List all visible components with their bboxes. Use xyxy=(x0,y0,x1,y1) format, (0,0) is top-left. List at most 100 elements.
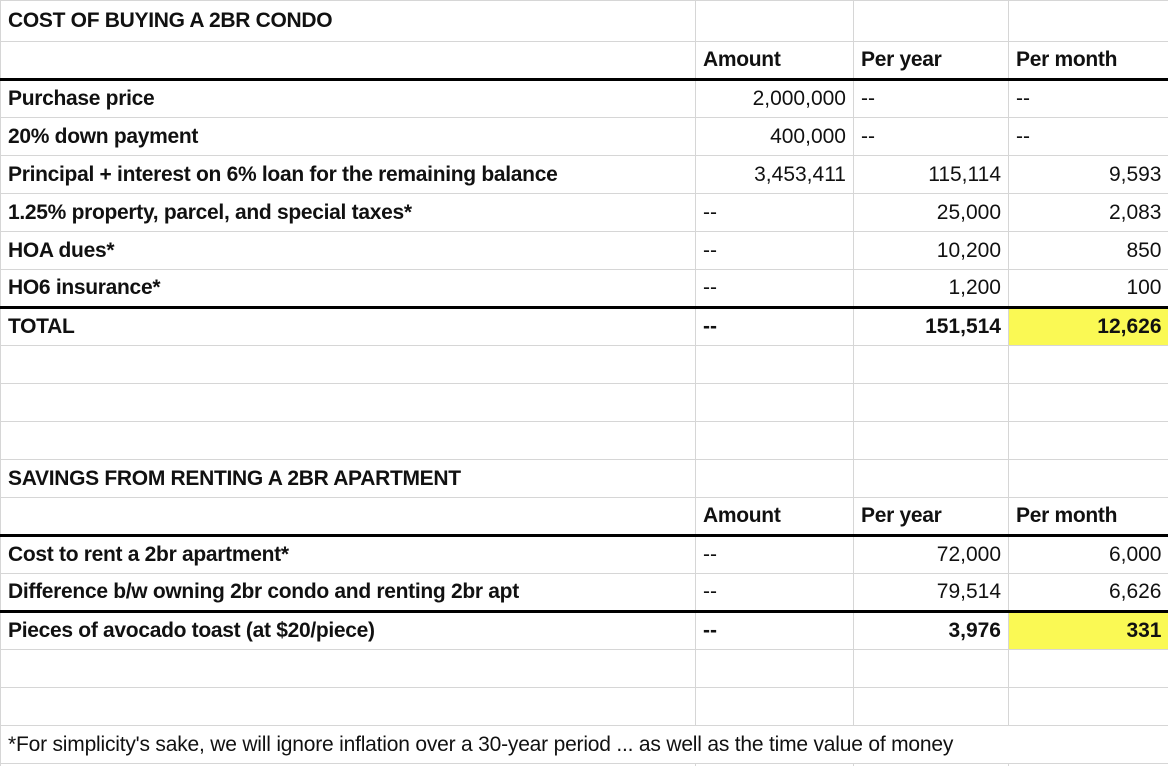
empty-cell[interactable] xyxy=(0,687,696,726)
empty-cell[interactable] xyxy=(0,345,696,384)
header-amount[interactable]: Amount xyxy=(695,497,854,537)
row-per-month[interactable]: 2,083 xyxy=(1008,193,1168,232)
empty-row xyxy=(0,383,1168,422)
header-per-month[interactable]: Per month xyxy=(1008,41,1168,81)
row-per-month[interactable]: 9,593 xyxy=(1008,155,1168,194)
empty-row xyxy=(0,421,1168,460)
table-row: HO6 insurance* -- 1,200 100 xyxy=(0,269,1168,309)
row-per-month[interactable]: -- xyxy=(1008,79,1168,118)
row-per-year[interactable]: 10,200 xyxy=(853,231,1009,270)
empty-cell[interactable] xyxy=(695,0,854,42)
row-label[interactable]: Principal + interest on 6% loan for the … xyxy=(0,155,696,194)
empty-cell[interactable] xyxy=(0,497,696,537)
empty-row xyxy=(0,649,1168,688)
empty-row xyxy=(0,687,1168,726)
empty-cell[interactable] xyxy=(695,649,854,688)
row-per-month[interactable]: 850 xyxy=(1008,231,1168,270)
empty-cell[interactable] xyxy=(695,687,854,726)
empty-cell[interactable] xyxy=(853,421,1009,460)
empty-cell[interactable] xyxy=(1008,421,1168,460)
row-label[interactable]: HOA dues* xyxy=(0,231,696,270)
row-amount[interactable]: 2,000,000 xyxy=(695,79,854,118)
section-buy-title-row: COST OF BUYING A 2BR CONDO xyxy=(0,0,1168,42)
empty-cell[interactable] xyxy=(1008,383,1168,422)
total-per-year[interactable]: 3,976 xyxy=(853,611,1009,650)
row-label[interactable]: HO6 insurance* xyxy=(0,269,696,309)
row-per-month[interactable]: 6,000 xyxy=(1008,535,1168,574)
row-label[interactable]: 20% down payment xyxy=(0,117,696,156)
table-row: HOA dues* -- 10,200 850 xyxy=(0,231,1168,270)
empty-row xyxy=(0,345,1168,384)
row-amount[interactable]: -- xyxy=(695,231,854,270)
row-per-year[interactable]: 72,000 xyxy=(853,535,1009,574)
total-per-month-highlighted[interactable]: 12,626 xyxy=(1008,307,1168,346)
row-amount[interactable]: -- xyxy=(695,573,854,613)
section-rent-title[interactable]: SAVINGS FROM RENTING A 2BR APARTMENT xyxy=(0,459,696,498)
empty-cell[interactable] xyxy=(0,41,696,81)
total-row: TOTAL -- 151,514 12,626 xyxy=(0,307,1168,346)
empty-cell[interactable] xyxy=(1008,345,1168,384)
row-per-month[interactable]: 100 xyxy=(1008,269,1168,309)
total-amount[interactable]: -- xyxy=(695,611,854,650)
header-per-year[interactable]: Per year xyxy=(853,497,1009,537)
empty-cell[interactable] xyxy=(1008,459,1168,498)
row-label[interactable]: Cost to rent a 2br apartment* xyxy=(0,535,696,574)
table-row: Purchase price 2,000,000 -- -- xyxy=(0,79,1168,118)
row-per-year[interactable]: -- xyxy=(853,117,1009,156)
table-row: Cost to rent a 2br apartment* -- 72,000 … xyxy=(0,535,1168,574)
empty-cell[interactable] xyxy=(1008,763,1168,766)
row-amount[interactable]: -- xyxy=(695,535,854,574)
row-amount[interactable]: -- xyxy=(695,193,854,232)
empty-cell[interactable] xyxy=(853,459,1009,498)
empty-cell[interactable] xyxy=(853,345,1009,384)
total-per-month-highlighted[interactable]: 331 xyxy=(1008,611,1168,650)
empty-cell[interactable] xyxy=(853,687,1009,726)
empty-cell[interactable] xyxy=(1008,687,1168,726)
row-label[interactable]: 1.25% property, parcel, and special taxe… xyxy=(0,193,696,232)
empty-cell[interactable] xyxy=(695,459,854,498)
empty-cell[interactable] xyxy=(695,421,854,460)
empty-cell[interactable] xyxy=(0,649,696,688)
total-label[interactable]: Pieces of avocado toast (at $20/piece) xyxy=(0,611,696,650)
row-per-year[interactable]: 115,114 xyxy=(853,155,1009,194)
total-row: Pieces of avocado toast (at $20/piece) -… xyxy=(0,611,1168,650)
empty-cell[interactable] xyxy=(0,383,696,422)
row-label[interactable]: Difference b/w owning 2br condo and rent… xyxy=(0,573,696,613)
empty-cell[interactable] xyxy=(853,649,1009,688)
table-row: 1.25% property, parcel, and special taxe… xyxy=(0,193,1168,232)
empty-cell[interactable] xyxy=(695,383,854,422)
row-per-month[interactable]: -- xyxy=(1008,117,1168,156)
section-buy-header-row: Amount Per year Per month xyxy=(0,41,1168,81)
header-per-month[interactable]: Per month xyxy=(1008,497,1168,537)
row-amount[interactable]: 400,000 xyxy=(695,117,854,156)
empty-cell[interactable] xyxy=(853,0,1009,42)
empty-cell[interactable] xyxy=(0,421,696,460)
total-per-year[interactable]: 151,514 xyxy=(853,307,1009,346)
empty-cell[interactable] xyxy=(853,383,1009,422)
header-amount[interactable]: Amount xyxy=(695,41,854,81)
table-row: Principal + interest on 6% loan for the … xyxy=(0,155,1168,194)
row-per-year[interactable]: -- xyxy=(853,79,1009,118)
table-row: 20% down payment 400,000 -- -- xyxy=(0,117,1168,156)
table-row: Difference b/w owning 2br condo and rent… xyxy=(0,573,1168,613)
empty-row xyxy=(0,763,1168,766)
header-per-year[interactable]: Per year xyxy=(853,41,1009,81)
empty-cell[interactable] xyxy=(1008,0,1168,42)
row-amount[interactable]: 3,453,411 xyxy=(695,155,854,194)
total-amount[interactable]: -- xyxy=(695,307,854,346)
section-buy-title[interactable]: COST OF BUYING A 2BR CONDO xyxy=(0,0,696,42)
row-per-month[interactable]: 6,626 xyxy=(1008,573,1168,613)
row-per-year[interactable]: 25,000 xyxy=(853,193,1009,232)
row-per-year[interactable]: 1,200 xyxy=(853,269,1009,309)
section-rent-header-row: Amount Per year Per month xyxy=(0,497,1168,537)
row-label[interactable]: Purchase price xyxy=(0,79,696,118)
row-per-year[interactable]: 79,514 xyxy=(853,573,1009,613)
empty-cell[interactable] xyxy=(1008,649,1168,688)
footnote-cell[interactable]: *For simplicity's sake, we will ignore i… xyxy=(0,725,1168,764)
row-amount[interactable]: -- xyxy=(695,269,854,309)
section-rent-title-row: SAVINGS FROM RENTING A 2BR APARTMENT xyxy=(0,459,1168,498)
total-label[interactable]: TOTAL xyxy=(0,307,696,346)
empty-cell[interactable] xyxy=(695,345,854,384)
